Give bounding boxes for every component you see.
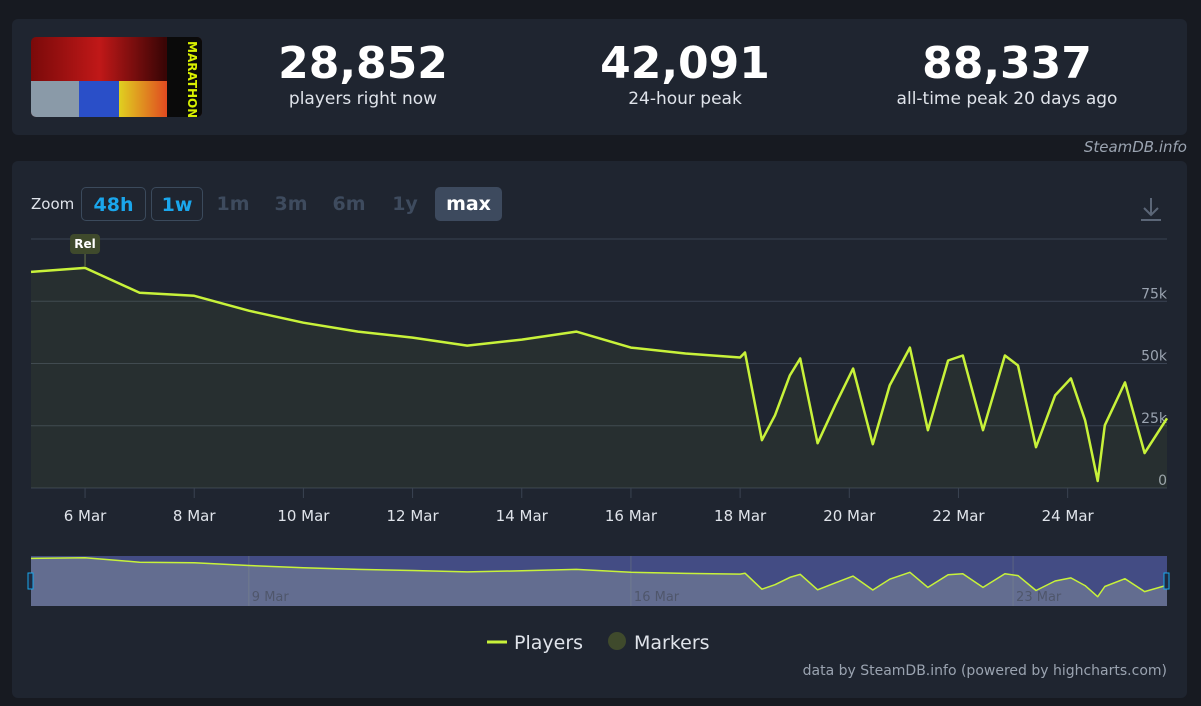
legend-label: Markers	[634, 632, 710, 654]
y-tick-label: 75k	[1141, 286, 1168, 302]
y-tick-label: 25k	[1141, 411, 1168, 427]
navigator-tick-label: 9 Mar	[252, 590, 290, 605]
series-line-area	[31, 267, 1167, 488]
y-tick-label: 50k	[1141, 349, 1168, 365]
series-line	[30, 266, 1169, 483]
zoom-label: Zoom	[31, 195, 75, 213]
x-tick-label: 16 Mar	[605, 507, 658, 525]
legend-symbol	[608, 632, 626, 650]
zoom-button[interactable]: 1m	[216, 193, 250, 215]
stat: 42,091 24-hour peak	[535, 19, 835, 110]
zoom-button[interactable]: 3m	[274, 193, 308, 215]
x-tick-label: 6 Mar	[64, 507, 107, 525]
chart-card	[12, 161, 1187, 698]
legend-label: Players	[514, 632, 583, 654]
marker-label: Rel	[74, 237, 96, 251]
zoom-button[interactable]: max	[435, 187, 502, 221]
stats-card: MARATHON 28,852 players right now 42,091 2…	[12, 19, 1187, 135]
x-tick-label: 8 Mar	[173, 507, 216, 525]
x-tick-label: 24 Mar	[1042, 507, 1095, 525]
stat-label: 24-hour peak	[628, 89, 742, 109]
x-tick-label: 20 Mar	[823, 507, 876, 525]
game-thumbnail[interactable]: MARATHON	[31, 37, 202, 117]
x-tick-label: 22 Mar	[932, 507, 985, 525]
navigator-tick-label: 23 Mar	[1016, 590, 1062, 605]
navigator-line-area	[31, 557, 1167, 606]
x-tick-label: 14 Mar	[496, 507, 549, 525]
credits: data by SteamDB.info (powered by highcha…	[803, 663, 1167, 679]
navigator-handle	[27, 572, 34, 590]
stat: 88,337 all-time peak 20 days ago	[857, 19, 1157, 110]
navigator-tick-label: 16 Mar	[634, 590, 680, 605]
stat-label: all-time peak 20 days ago	[896, 89, 1118, 109]
zoom-button[interactable]: 6m	[332, 193, 366, 215]
source-link[interactable]: SteamDB.info	[1083, 138, 1187, 156]
navigator-line	[30, 556, 1168, 598]
stat: 28,852 players right now	[213, 19, 513, 110]
stat-value: 88,337	[922, 38, 1092, 89]
navigator-handle	[1163, 572, 1170, 590]
stat-value: 42,091	[600, 38, 770, 89]
zoom-button[interactable]: 48h	[81, 187, 146, 221]
x-tick-label: 18 Mar	[714, 507, 767, 525]
x-tick-label: 12 Mar	[386, 507, 439, 525]
zoom-button[interactable]: 1w	[151, 187, 203, 221]
stat-label: players right now	[288, 89, 438, 109]
zoom-button[interactable]: 1y	[392, 193, 418, 215]
thumbnail-text: MARATHON	[185, 41, 199, 117]
marker-flag	[70, 234, 101, 254]
download-icon[interactable]	[1141, 198, 1161, 221]
x-tick-label: 10 Mar	[277, 507, 330, 525]
y-tick-label: 0	[1158, 473, 1167, 489]
stat-value: 28,852	[278, 38, 448, 89]
